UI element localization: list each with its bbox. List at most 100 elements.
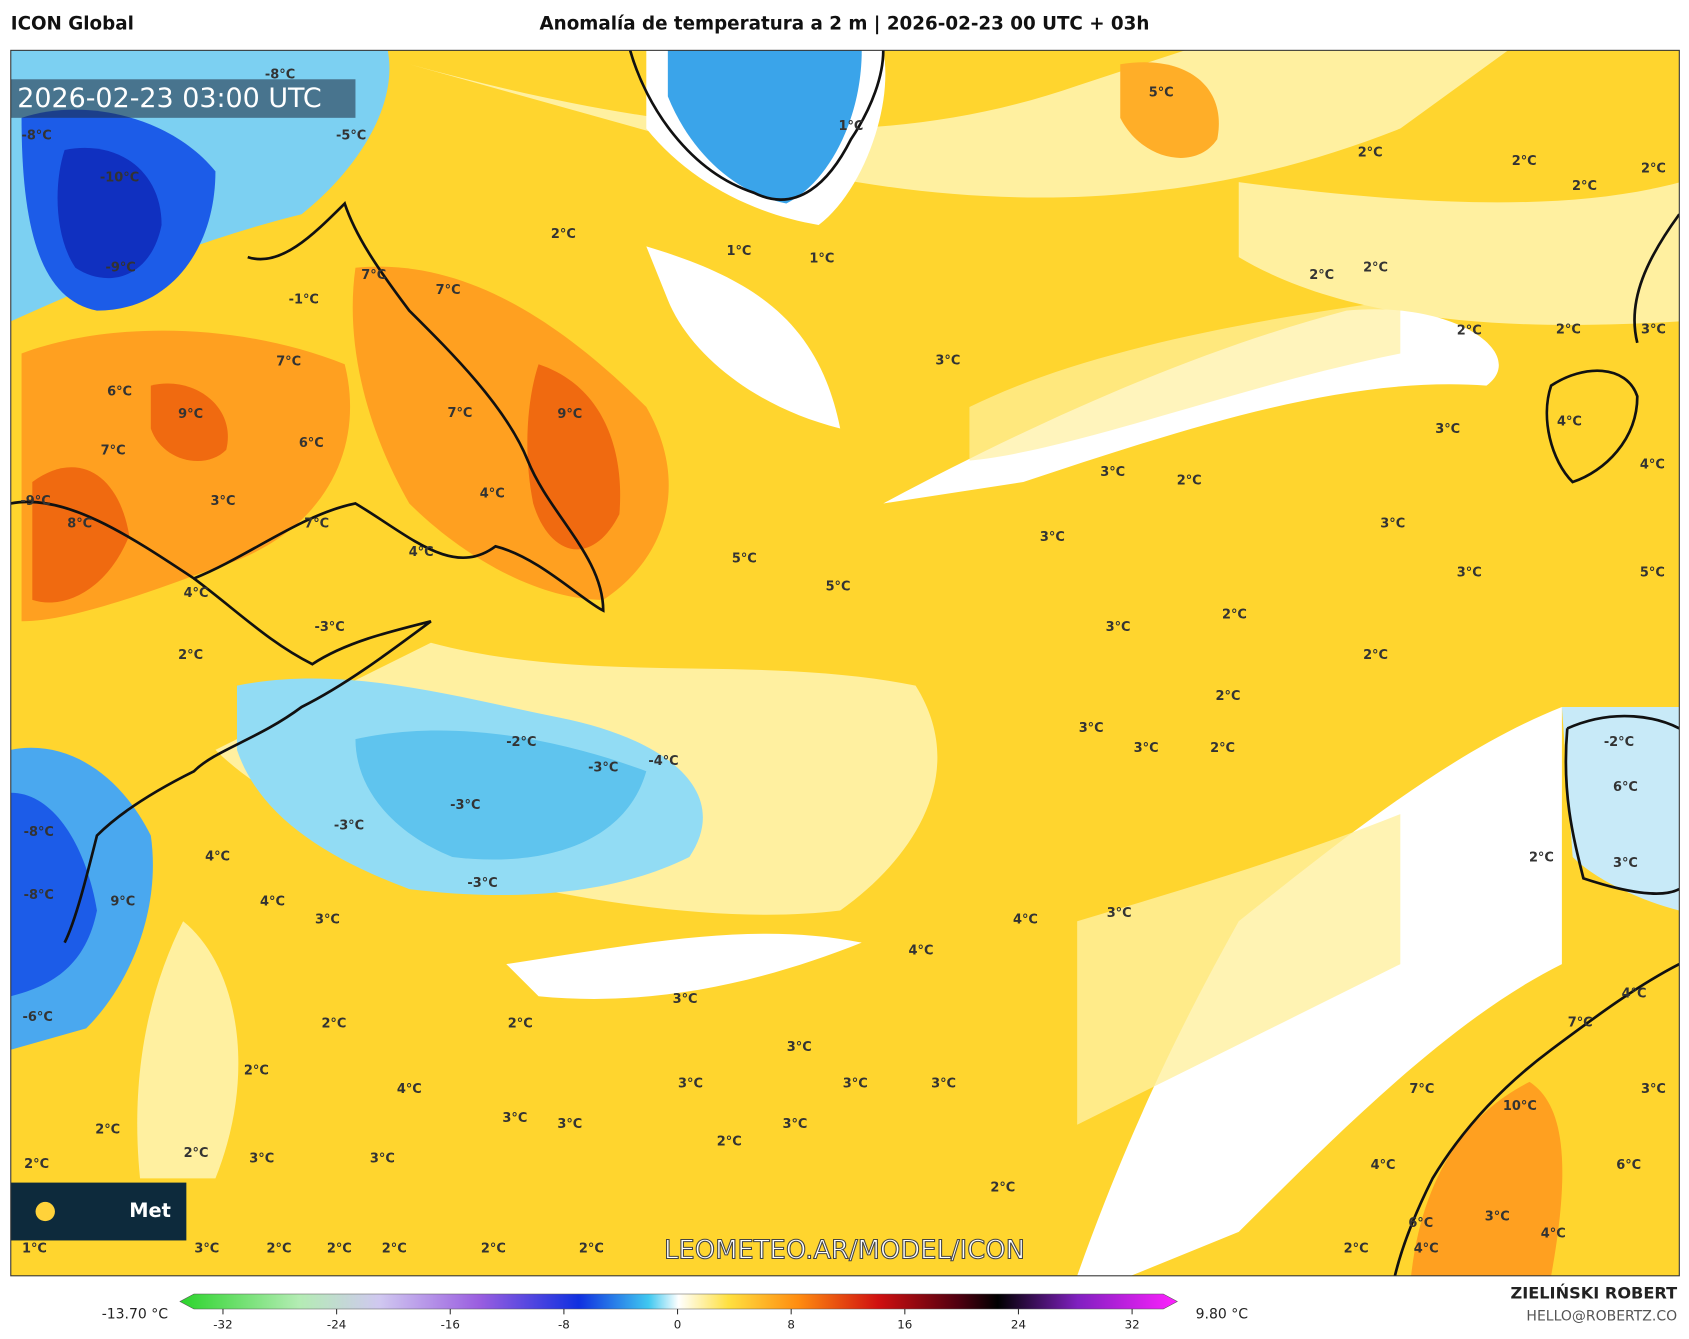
temperature-label: 2°C [178,648,203,663]
temperature-label: 2°C [321,1017,346,1032]
temperature-label: 10°C [1503,1099,1537,1114]
map-title: Anomalía de temperatura a 2 m | 2026-02-… [540,14,1150,35]
temperature-label: 5°C [732,552,757,567]
temperature-label: 3°C [1613,856,1638,871]
temperature-label: -3°C [450,798,480,813]
temperature-label: -2°C [506,735,536,750]
watermark: LEOMETEO.AR/MODEL/ICON [664,1236,1025,1266]
temperature-label: 2°C [1363,260,1388,275]
temperature-label: 8°C [67,516,92,531]
temperature-label: 3°C [1079,721,1104,736]
author: ZIELIŃSKI ROBERT [1511,1284,1678,1303]
colorbar-max: 9.80 °C [1196,1306,1248,1322]
timestamp-box [10,79,356,118]
colorbar-tick-label: -32 [213,1318,232,1332]
temperature-label: 1°C [726,244,751,259]
temperature-label: 4°C [409,545,434,560]
email: HELLO@ROBERTZ.CO [1526,1309,1677,1325]
temperature-label: 9°C [178,407,203,422]
temperature-label: 4°C [480,486,505,501]
model-name: ICON Global [11,14,134,35]
temperature-label: 3°C [249,1152,274,1167]
temperature-label: -10°C [100,170,139,185]
anomaly-fields [10,50,1680,1276]
temperature-label: 4°C [909,944,934,959]
temperature-label: 9°C [110,894,135,909]
temperature-label: 3°C [194,1242,219,1257]
temperature-label: 7°C [304,516,329,531]
coastlines [10,50,1680,1276]
temperature-label: 2°C [1216,689,1241,704]
temperature-label: 6°C [1616,1158,1641,1173]
map: 5°C 2°C 2°C 2°C 2°C -8°C -5°C -8°C -10°C -9°C 2°C 1… [10,50,1680,1276]
temperature-label: -9°C [105,260,135,275]
temperature-label: 4°C [1371,1158,1396,1173]
temperature-label: -3°C [334,818,364,833]
temperature-label: 4°C [205,849,230,864]
temperature-label: 2°C [1512,154,1537,169]
temperature-label: 2°C [1358,146,1383,161]
temperature-label: -4°C [648,754,678,769]
temperature-label: 1°C [809,252,834,267]
temperature-label: 3°C [502,1111,527,1126]
temperature-label: 2°C [1529,851,1554,866]
temperature-label: 3°C [211,494,236,509]
temperature-label: -6°C [23,1010,53,1025]
temperature-label: 2°C [1363,648,1388,663]
temperature-label: 2°C [481,1242,506,1257]
temperature-label: 3°C [678,1077,703,1092]
map-frame [10,49,1680,1277]
colorbar-tick-label: -16 [441,1318,460,1332]
temperature-label: 2°C [267,1242,292,1257]
temperature-label: 3°C [782,1117,807,1132]
colorbar-tick-label: 8 [787,1318,795,1332]
temperature-label: 4°C [184,586,209,601]
temperature-label: 4°C [1013,913,1038,928]
temperature-label: -2°C [1604,735,1634,750]
temperature-label: 3°C [370,1152,395,1167]
temperature-label: 2°C [579,1242,604,1257]
temperature-label: 2°C [508,1017,533,1032]
temperature-label: 7°C [447,406,472,421]
temperature-label: 2°C [1309,268,1334,283]
temperature-label: 5°C [1149,86,1174,101]
temperature-label: 1°C [838,119,863,134]
temperature-label: 2°C [1222,607,1247,622]
temperature-label: -5°C [336,129,366,144]
temperature-label: 7°C [1409,1082,1434,1097]
colorbar-tick-label: 24 [1011,1318,1026,1332]
temperature-label: 3°C [1100,465,1125,480]
temperature-label: 2°C [1344,1242,1369,1257]
temperature-label: 2°C [327,1242,352,1257]
temperature-label: -1°C [289,292,319,307]
colorbar-min: -13.70 °C [102,1306,168,1322]
temperature-label: 6°C [1613,780,1638,795]
temperature-label: 4°C [1414,1242,1439,1257]
temperature-label: 4°C [1541,1227,1566,1242]
temperature-label: 2°C [382,1242,407,1257]
temperature-label: -8°C [24,888,54,903]
temperature-label: 3°C [931,1077,956,1092]
colorbar-tick-label: 32 [1125,1318,1140,1332]
temperature-label: 2°C [717,1134,742,1149]
temperature-label: 7°C [361,268,386,283]
temperature-label: 2°C [95,1123,120,1138]
temperature-label: 2°C [1210,741,1235,756]
temperature-label: 2°C [1641,162,1666,177]
temperature-label: 4°C [1557,415,1582,430]
temperature-label: 6°C [299,436,324,451]
temperature-label: -8°C [24,825,54,840]
temperature-label: 3°C [1107,906,1132,921]
logo-sun [35,1201,55,1222]
colorbar-tick-label: 0 [674,1318,682,1332]
temperature-label: 2°C [1457,324,1482,339]
temperature-label: 5°C [1640,566,1665,581]
temperature-label: 2°C [24,1157,49,1172]
temperature-label: 7°C [1568,1016,1593,1031]
temperature-label: 3°C [1485,1209,1510,1224]
temperature-label: 6°C [107,385,132,400]
timestamp: 2026-02-23 03:00 UTC [17,83,321,114]
temperature-label: -3°C [467,876,497,891]
